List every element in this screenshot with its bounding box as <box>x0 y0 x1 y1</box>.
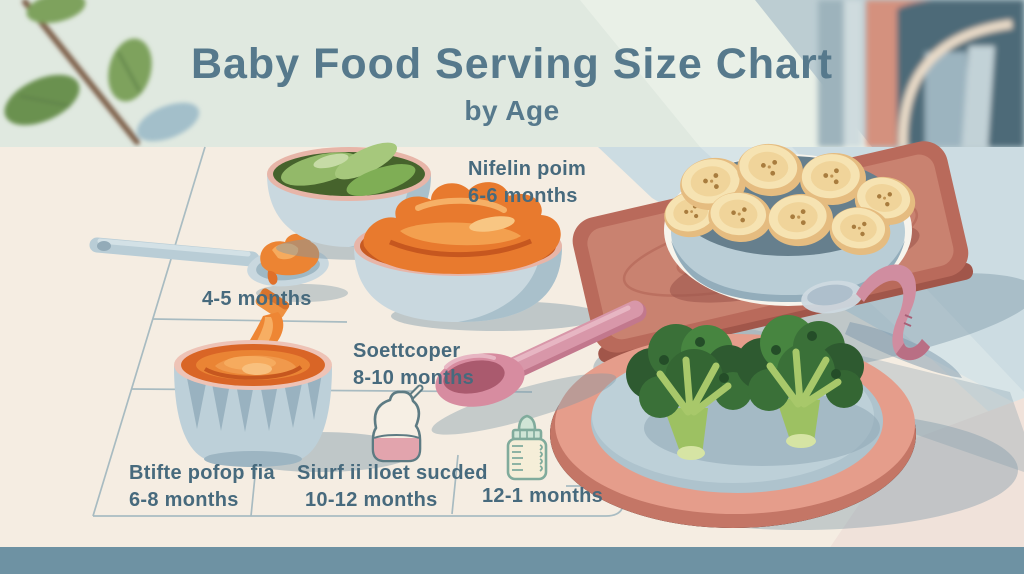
baby-bottle-icon <box>506 414 548 481</box>
light-diagonal-band <box>580 0 880 147</box>
stage4-label: Btifte pofop fia 6-8 months <box>129 460 275 514</box>
stage4-age: 6-8 months <box>129 489 239 511</box>
broccoli-floret-right <box>736 315 864 448</box>
bottom-band <box>0 547 1024 574</box>
sweet-potato-puree-bowl <box>354 182 603 331</box>
page-title: Baby Food Serving Size Chart <box>190 40 834 88</box>
stage2-label: 4-5 months <box>202 286 312 313</box>
broccoli-plate <box>550 315 1018 530</box>
stage6-age: 12-1 months <box>482 485 604 507</box>
puree-jar-icon <box>371 384 424 463</box>
stage5-name: Siurf ii iloet sucded <box>297 462 488 484</box>
abstract-shelf-decoration <box>818 0 1024 148</box>
page-subtitle: by Age <box>464 95 560 126</box>
silicone-training-spoon <box>801 264 962 378</box>
stage6-label: 12-1 months <box>482 483 603 510</box>
feeding-spoon-with-puree <box>89 233 348 302</box>
pink-corner-area <box>812 398 1024 574</box>
stage1-age: 6-6 months <box>468 185 578 207</box>
pink-baby-spoon <box>431 300 647 435</box>
stage5-age: 10-12 months <box>305 489 438 511</box>
puree-ramekin-with-pour <box>174 288 414 472</box>
stage1-label: Nifelin poim 6-6 months <box>468 156 586 210</box>
stage3-label: Soettcoper 8-10 months <box>353 338 474 392</box>
stage3-age: 8-10 months <box>353 367 475 389</box>
stage5-label: Siurf ii iloet sucded 10-12 months <box>297 460 488 514</box>
plant-branch-decoration <box>4 0 200 145</box>
stage2-age: 4-5 months <box>202 288 312 310</box>
stage1-name: Nifelin poim <box>468 158 587 180</box>
banana-slices-bowl <box>659 141 919 306</box>
stage3-name: Soettcoper <box>353 340 461 362</box>
stage4-name: Btifte pofop fia <box>129 462 275 484</box>
